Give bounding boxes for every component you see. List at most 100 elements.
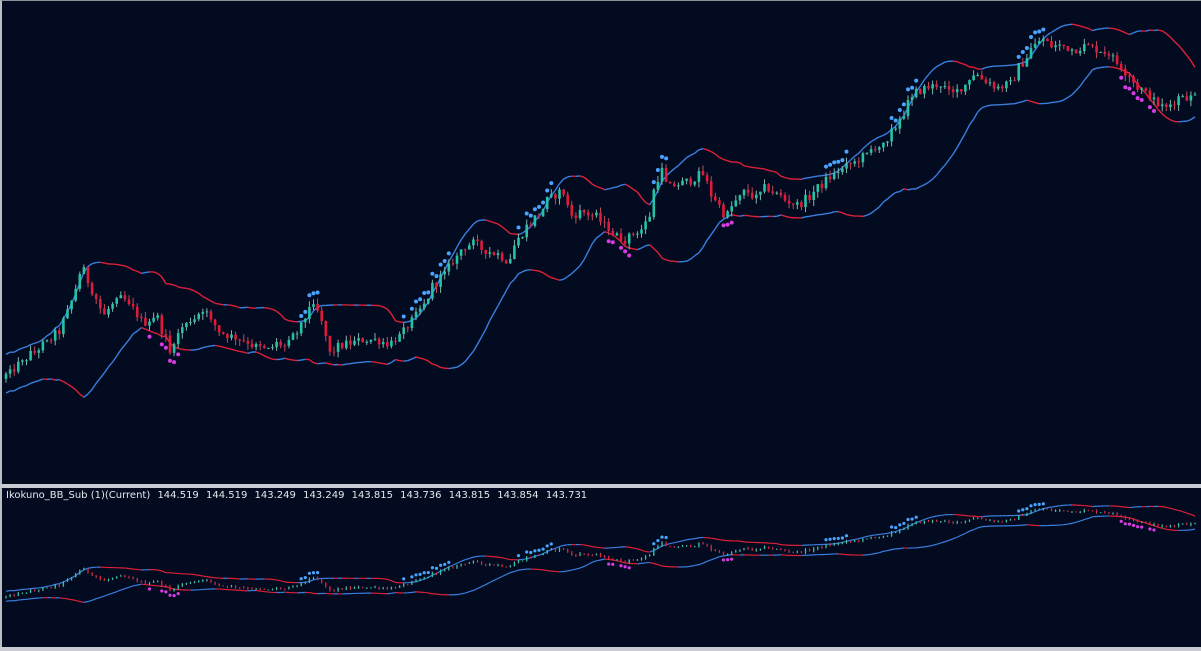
upper-band-segment [157, 272, 163, 278]
candle-bearish [705, 175, 709, 182]
candle-bullish [1189, 95, 1193, 101]
time-scale-bar[interactable] [0, 647, 1201, 651]
candle-bearish [222, 332, 225, 334]
upper-band-segment [501, 226, 507, 231]
upper-band-segment [18, 347, 23, 351]
signal-dot-high [426, 570, 430, 575]
candle-bearish [1087, 510, 1090, 512]
signal-dot-low [1123, 522, 1127, 526]
upper-band-segment [206, 576, 212, 578]
upper-band-segment [1133, 30, 1138, 34]
signal-dot-high [1041, 502, 1045, 506]
candle-bullish [79, 570, 81, 575]
candle-bullish [418, 308, 422, 312]
lower-band-segment [206, 345, 212, 348]
indicator-subwindow[interactable] [0, 488, 1201, 647]
upper-band-segment [472, 220, 478, 225]
candle-bullish [681, 545, 684, 547]
candle-bearish [767, 546, 770, 549]
upper-band-segment [210, 576, 216, 579]
candle-bullish [189, 582, 192, 584]
signal-dot-high [828, 162, 833, 167]
candle-bullish [903, 528, 905, 530]
candle-bearish [566, 194, 569, 205]
lower-band-segment [18, 386, 23, 390]
candle-bearish [1120, 515, 1122, 517]
upper-band-segment [1120, 30, 1126, 34]
upper-band-segment [924, 517, 929, 520]
candle-bullish [70, 577, 73, 580]
upper-band-segment [141, 271, 146, 274]
signal-dot-low [1131, 91, 1136, 96]
lower-band-segment [555, 278, 560, 281]
lower-band-segment [776, 214, 782, 217]
lower-band-segment [1153, 525, 1159, 528]
upper-band-segment [272, 308, 277, 312]
candle-bearish [1107, 53, 1111, 56]
candle-bullish [296, 585, 298, 587]
signal-dot-high [890, 525, 894, 529]
lower-band-segment [194, 348, 199, 351]
candle-bullish [185, 322, 188, 328]
candle-bullish [366, 587, 368, 589]
candle-bearish [394, 340, 397, 342]
lower-band-segment [579, 565, 585, 569]
lower-band-segment [104, 593, 109, 597]
candle-bearish [750, 192, 754, 199]
lower-band-segment [575, 265, 581, 271]
lower-band-segment [940, 541, 946, 544]
main-chart-pane[interactable] [0, 0, 1201, 485]
candle-bullish [1054, 510, 1057, 512]
candle-bearish [1021, 63, 1025, 67]
candle-bearish [258, 344, 262, 346]
candle-bullish [968, 80, 971, 85]
candle-bearish [857, 161, 861, 163]
indicator-value: 143.815 [351, 490, 393, 501]
candle-bearish [226, 585, 229, 587]
lower-band-segment [260, 590, 265, 593]
candle-bullish [627, 233, 631, 244]
pane-splitter[interactable] [0, 484, 1201, 488]
signal-dot-low [610, 240, 615, 245]
upper-band-segment [465, 557, 470, 561]
candle-bearish [407, 584, 409, 586]
lower-band-segment [59, 379, 64, 383]
lower-band-segment [1166, 528, 1171, 531]
signal-dot-high [524, 211, 529, 216]
upper-band-segment [1182, 511, 1187, 514]
signal-dot-high [1021, 508, 1025, 512]
candle-bullish [448, 567, 450, 570]
candle-bearish [247, 587, 249, 589]
lower-band-segment [907, 188, 913, 191]
upper-band-segment [825, 173, 831, 176]
signal-dot-high [426, 290, 431, 295]
upper-band-segment [477, 219, 482, 222]
candle-bullish [640, 558, 643, 560]
candle-bearish [500, 253, 504, 261]
upper-band-segment [1034, 509, 1040, 513]
signal-dot-high [664, 535, 668, 540]
upper-band-segment [202, 295, 208, 300]
lower-band-segment [514, 569, 519, 573]
upper-band-segment [1059, 24, 1065, 29]
candle-bearish [213, 319, 217, 326]
lower-band-segment [805, 215, 810, 218]
upper-band-segment [22, 346, 27, 349]
signal-dot-low [721, 558, 726, 562]
lower-band-segment [452, 366, 458, 369]
signal-dot-low [611, 562, 615, 566]
candle-bearish [340, 342, 344, 349]
upper-band-segment [641, 549, 646, 553]
candle-bearish [1186, 523, 1188, 525]
candle-bearish [1067, 510, 1069, 512]
candle-bearish [718, 200, 721, 205]
lower-band-segment [633, 248, 638, 251]
upper-band-segment [473, 555, 478, 558]
indicator-value: 144.519 [205, 490, 248, 501]
candle-bullish [845, 163, 848, 169]
candle-bullish [677, 185, 680, 187]
lower-band-segment [440, 366, 445, 369]
candle-bullish [648, 216, 651, 222]
lower-band-segment [690, 255, 696, 260]
candle-bullish [730, 206, 733, 212]
